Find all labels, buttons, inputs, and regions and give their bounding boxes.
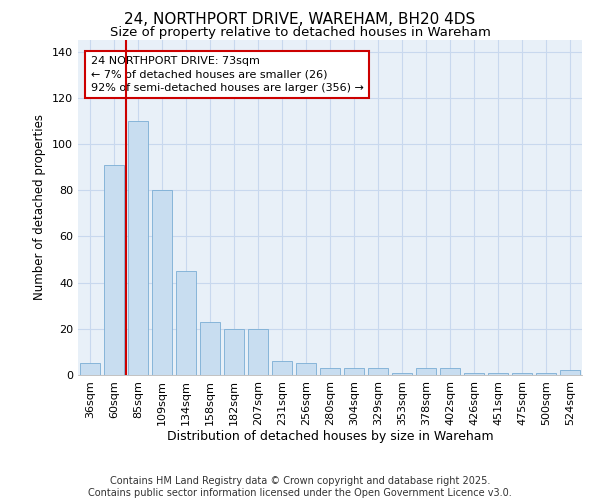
Bar [152,190,172,375]
Bar [344,368,364,375]
Text: 24, NORTHPORT DRIVE, WAREHAM, BH20 4DS: 24, NORTHPORT DRIVE, WAREHAM, BH20 4DS [124,12,476,28]
Bar [368,368,388,375]
Bar [80,364,100,375]
Bar [440,368,460,375]
X-axis label: Distribution of detached houses by size in Wareham: Distribution of detached houses by size … [167,430,493,444]
Bar [248,329,268,375]
Y-axis label: Number of detached properties: Number of detached properties [34,114,46,300]
Bar [464,372,484,375]
Bar [488,372,508,375]
Text: Size of property relative to detached houses in Wareham: Size of property relative to detached ho… [110,26,490,39]
Bar [272,361,292,375]
Bar [224,329,244,375]
Bar [176,271,196,375]
Bar [416,368,436,375]
Bar [560,370,580,375]
Bar [536,372,556,375]
Bar [296,364,316,375]
Text: Contains HM Land Registry data © Crown copyright and database right 2025.
Contai: Contains HM Land Registry data © Crown c… [88,476,512,498]
Text: 24 NORTHPORT DRIVE: 73sqm
← 7% of detached houses are smaller (26)
92% of semi-d: 24 NORTHPORT DRIVE: 73sqm ← 7% of detach… [91,56,364,92]
Bar [200,322,220,375]
Bar [392,372,412,375]
Bar [128,121,148,375]
Bar [512,372,532,375]
Bar [104,165,124,375]
Bar [320,368,340,375]
